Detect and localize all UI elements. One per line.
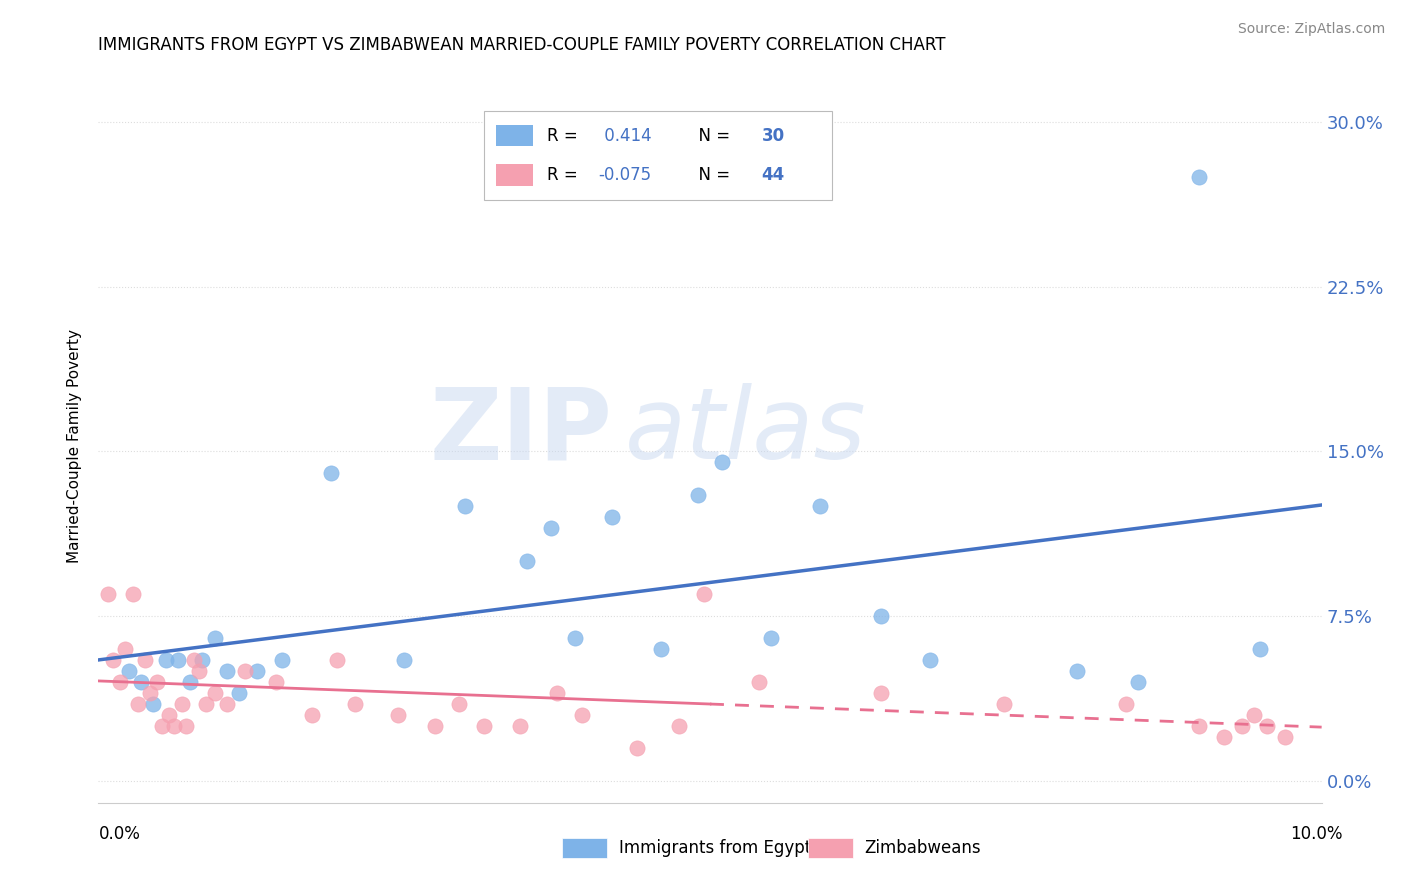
Point <box>301 708 323 723</box>
Text: ZIP: ZIP <box>429 384 612 480</box>
Text: N =: N = <box>688 127 735 145</box>
Text: atlas: atlas <box>624 384 866 480</box>
Point <box>540 521 562 535</box>
Point <box>150 719 173 733</box>
Point <box>546 686 568 700</box>
Point <box>155 653 177 667</box>
Point <box>146 675 169 690</box>
Point <box>1230 719 1253 733</box>
Point <box>142 697 165 711</box>
Point <box>110 675 132 690</box>
Point <box>344 697 367 711</box>
Point <box>114 642 136 657</box>
Point <box>187 664 209 678</box>
Text: 30: 30 <box>762 127 785 145</box>
Point <box>693 587 716 601</box>
Text: Zimbabweans: Zimbabweans <box>865 839 981 857</box>
Point <box>1128 675 1150 690</box>
Point <box>163 719 186 733</box>
Point <box>134 653 156 667</box>
Point <box>449 697 471 711</box>
Point <box>571 708 593 723</box>
Point <box>650 642 672 657</box>
Point <box>392 653 416 667</box>
Point <box>246 664 269 678</box>
Point <box>993 697 1015 711</box>
Point <box>516 554 538 568</box>
Text: N =: N = <box>688 166 735 184</box>
Point <box>170 697 193 711</box>
Point <box>233 664 256 678</box>
Point <box>195 697 218 711</box>
Point <box>228 686 250 700</box>
Point <box>454 500 477 514</box>
Point <box>319 467 342 481</box>
Point <box>215 664 238 678</box>
Text: 0.0%: 0.0% <box>98 825 141 843</box>
Point <box>215 697 238 711</box>
Point <box>1274 730 1296 744</box>
Point <box>326 653 349 667</box>
Point <box>270 653 294 667</box>
Point <box>564 631 586 645</box>
Point <box>167 653 190 667</box>
Point <box>191 653 214 667</box>
Text: 44: 44 <box>762 166 785 184</box>
Point <box>1188 719 1211 733</box>
Point <box>264 675 287 690</box>
Point <box>204 686 226 700</box>
Text: Source: ZipAtlas.com: Source: ZipAtlas.com <box>1237 22 1385 37</box>
FancyBboxPatch shape <box>496 164 533 186</box>
Text: R =: R = <box>547 166 583 184</box>
Point <box>600 510 623 524</box>
Text: IMMIGRANTS FROM EGYPT VS ZIMBABWEAN MARRIED-COUPLE FAMILY POVERTY CORRELATION CH: IMMIGRANTS FROM EGYPT VS ZIMBABWEAN MARR… <box>98 36 946 54</box>
Point <box>129 675 152 690</box>
Text: Immigrants from Egypt: Immigrants from Egypt <box>619 839 811 857</box>
FancyBboxPatch shape <box>496 125 533 146</box>
Point <box>204 631 226 645</box>
Point <box>870 686 893 700</box>
Point <box>1212 730 1234 744</box>
Point <box>118 664 141 678</box>
Point <box>626 740 648 755</box>
FancyBboxPatch shape <box>484 111 832 200</box>
Y-axis label: Married-Couple Family Poverty: Married-Couple Family Poverty <box>67 329 83 563</box>
Point <box>121 587 143 601</box>
Text: -0.075: -0.075 <box>599 166 652 184</box>
Point <box>157 708 180 723</box>
Point <box>711 455 734 469</box>
Point <box>472 719 495 733</box>
Point <box>1243 708 1265 723</box>
Point <box>1256 719 1278 733</box>
Point <box>1188 169 1211 184</box>
Point <box>176 719 198 733</box>
Point <box>139 686 162 700</box>
Point <box>387 708 409 723</box>
Point <box>761 631 783 645</box>
Point <box>183 653 205 667</box>
Point <box>127 697 149 711</box>
Point <box>808 500 831 514</box>
Point <box>179 675 201 690</box>
Point <box>668 719 690 733</box>
Point <box>101 653 124 667</box>
Point <box>509 719 531 733</box>
Text: R =: R = <box>547 127 583 145</box>
Point <box>1066 664 1088 678</box>
Point <box>748 675 770 690</box>
Point <box>1115 697 1137 711</box>
Point <box>686 488 709 502</box>
Point <box>1250 642 1272 657</box>
Point <box>870 609 893 624</box>
Point <box>423 719 446 733</box>
Point <box>97 587 120 601</box>
Text: 0.414: 0.414 <box>599 127 651 145</box>
Point <box>920 653 942 667</box>
Text: 10.0%: 10.0% <box>1291 825 1343 843</box>
